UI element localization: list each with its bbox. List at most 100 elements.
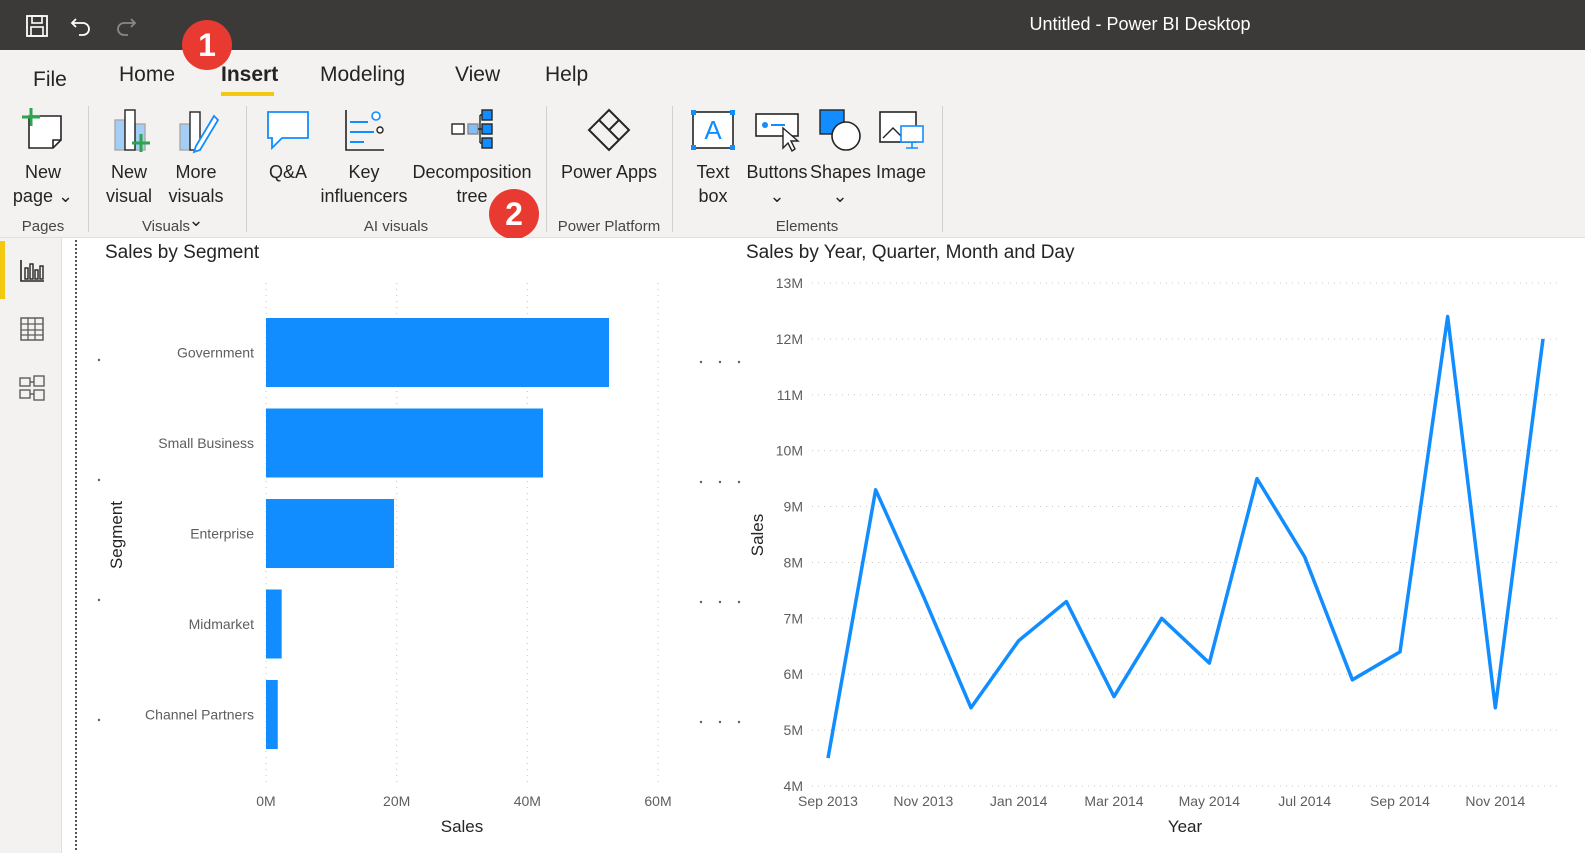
image-icon xyxy=(879,111,924,149)
key-influencers-label-2: influencers xyxy=(320,186,408,206)
line-chart-x-tick: Jul 2014 xyxy=(1278,793,1331,809)
text-box-label-1: Text xyxy=(696,162,730,182)
bar-chart-bar xyxy=(266,680,278,749)
new-visual-label-1: New xyxy=(110,162,147,182)
buttons-button[interactable]: Buttons ⌄ xyxy=(744,106,810,208)
model-view-icon[interactable] xyxy=(18,374,46,402)
line-chart-y-tick: 8M xyxy=(784,554,803,570)
bar-chart-category-label: Channel Partners xyxy=(145,707,254,723)
window-title: Untitled - Power BI Desktop xyxy=(1029,14,1251,34)
visual-resize-handle xyxy=(718,720,722,724)
visual-resize-handle xyxy=(97,598,101,602)
text-box-button[interactable]: A Text box xyxy=(684,106,742,208)
new-page-icon xyxy=(22,108,62,149)
decomposition-tree-button[interactable]: Decomposition tree xyxy=(410,106,534,208)
line-chart-title[interactable]: Sales by Year, Quarter, Month and Day xyxy=(746,242,1075,263)
tab-view[interactable]: View xyxy=(455,63,501,86)
line-chart-y-tick: 7M xyxy=(784,610,803,626)
ribbon-separator xyxy=(942,106,943,232)
line-chart-x-tick: Jan 2014 xyxy=(990,793,1048,809)
group-label-ai-visuals: AI visuals xyxy=(363,218,429,235)
line-chart-y-tick: 9M xyxy=(784,499,803,515)
power-apps-button[interactable]: Power Apps xyxy=(556,106,662,184)
bar-chart-x-tick: 40M xyxy=(514,793,541,809)
data-view-icon[interactable] xyxy=(18,315,46,343)
line-chart-y-tick: 13M xyxy=(776,275,803,291)
shapes-label-2: ⌄ xyxy=(832,186,848,206)
ribbon: New page ⌄ Pages New visual More visuals… xyxy=(0,100,1585,238)
buttons-icon xyxy=(755,113,800,153)
line-chart-x-tick: May 2014 xyxy=(1179,793,1241,809)
page-boundary xyxy=(75,240,77,850)
power-apps-icon xyxy=(587,108,631,152)
line-chart-y-tick: 4M xyxy=(784,778,803,794)
tab-file[interactable]: File xyxy=(33,68,67,91)
bar-chart-bar xyxy=(266,408,544,478)
visual-resize-handle xyxy=(699,480,703,484)
more-visuals-icon xyxy=(179,111,220,154)
visual-resize-handle xyxy=(718,360,722,364)
ribbon-separator xyxy=(672,106,673,232)
tab-modeling[interactable]: Modeling xyxy=(320,63,406,86)
line-chart-y-tick: 6M xyxy=(784,666,803,682)
new-page-label-2: page ⌄ xyxy=(12,186,74,206)
group-label-visuals: Visuals xyxy=(141,218,191,235)
view-switcher xyxy=(0,238,62,853)
line-chart-series-sales xyxy=(826,314,1545,759)
bar-chart-category-label: Enterprise xyxy=(190,526,254,542)
line-chart-x-axis-title: Year xyxy=(1168,817,1203,836)
save-icon[interactable] xyxy=(24,13,50,39)
shapes-button[interactable]: Shapes ⌄ xyxy=(810,106,871,208)
qna-button[interactable]: Q&A xyxy=(258,106,318,184)
visual-resize-handle xyxy=(97,358,101,362)
tab-help[interactable]: Help xyxy=(545,63,589,86)
undo-icon[interactable] xyxy=(68,13,94,39)
svg-text:A: A xyxy=(704,115,722,145)
redo-icon[interactable] xyxy=(113,13,139,39)
key-influencers-icon xyxy=(345,110,384,151)
step-badge-1: 1 xyxy=(182,20,232,70)
bar-chart-x-tick: 60M xyxy=(644,793,671,809)
visual-resize-handle xyxy=(737,480,741,484)
report-view-icon[interactable] xyxy=(18,256,46,284)
bar-chart-bar xyxy=(266,318,609,387)
group-label-pages: Pages xyxy=(21,218,65,235)
bar-chart-x-tick: 0M xyxy=(256,793,275,809)
tab-home[interactable]: Home xyxy=(119,63,176,86)
decomposition-tree-label-2: tree xyxy=(456,186,488,206)
bar-chart-category-label: Small Business xyxy=(158,435,254,451)
bar-chart-title[interactable]: Sales by Segment xyxy=(105,242,260,263)
visual-resize-handle xyxy=(737,720,741,724)
line-chart-x-tick: Mar 2014 xyxy=(1084,793,1143,809)
text-box-label-2: box xyxy=(698,186,728,206)
title-bar: Untitled - Power BI Desktop xyxy=(0,0,1585,50)
key-influencers-button[interactable]: Key influencers xyxy=(318,106,410,208)
new-visual-label-2: visual xyxy=(105,186,153,206)
new-page-label-1: New xyxy=(24,162,61,182)
line-chart-y-axis-title: Sales xyxy=(748,514,767,557)
group-label-power-platform: Power Platform xyxy=(557,218,661,235)
visual-resize-handle xyxy=(699,720,703,724)
power-apps-label: Power Apps xyxy=(560,162,658,182)
new-visual-button[interactable]: New visual xyxy=(98,106,160,208)
step-badge-2: 2 xyxy=(489,189,539,239)
qna-label: Q&A xyxy=(268,162,307,182)
visual-resize-handle xyxy=(718,480,722,484)
new-visual-icon xyxy=(114,109,150,152)
tab-insert[interactable]: Insert xyxy=(221,63,279,86)
decomposition-tree-icon xyxy=(451,109,493,149)
more-visuals-button[interactable]: More visuals ⌄ xyxy=(160,106,232,232)
active-view-indicator xyxy=(0,241,5,299)
decomposition-tree-label-1: Decomposition xyxy=(412,162,532,182)
visual-resize-handle xyxy=(97,478,101,482)
bar-chart-x-axis-title: Sales xyxy=(441,817,484,836)
qna-icon xyxy=(267,111,309,151)
image-button[interactable]: Image xyxy=(872,106,930,184)
group-label-elements: Elements xyxy=(775,218,839,235)
visual-resize-handle xyxy=(737,600,741,604)
shapes-icon xyxy=(819,109,861,151)
bar-chart-x-tick: 20M xyxy=(383,793,410,809)
line-chart-x-tick: Nov 2013 xyxy=(893,793,953,809)
new-page-button[interactable]: New page ⌄ xyxy=(8,106,78,208)
